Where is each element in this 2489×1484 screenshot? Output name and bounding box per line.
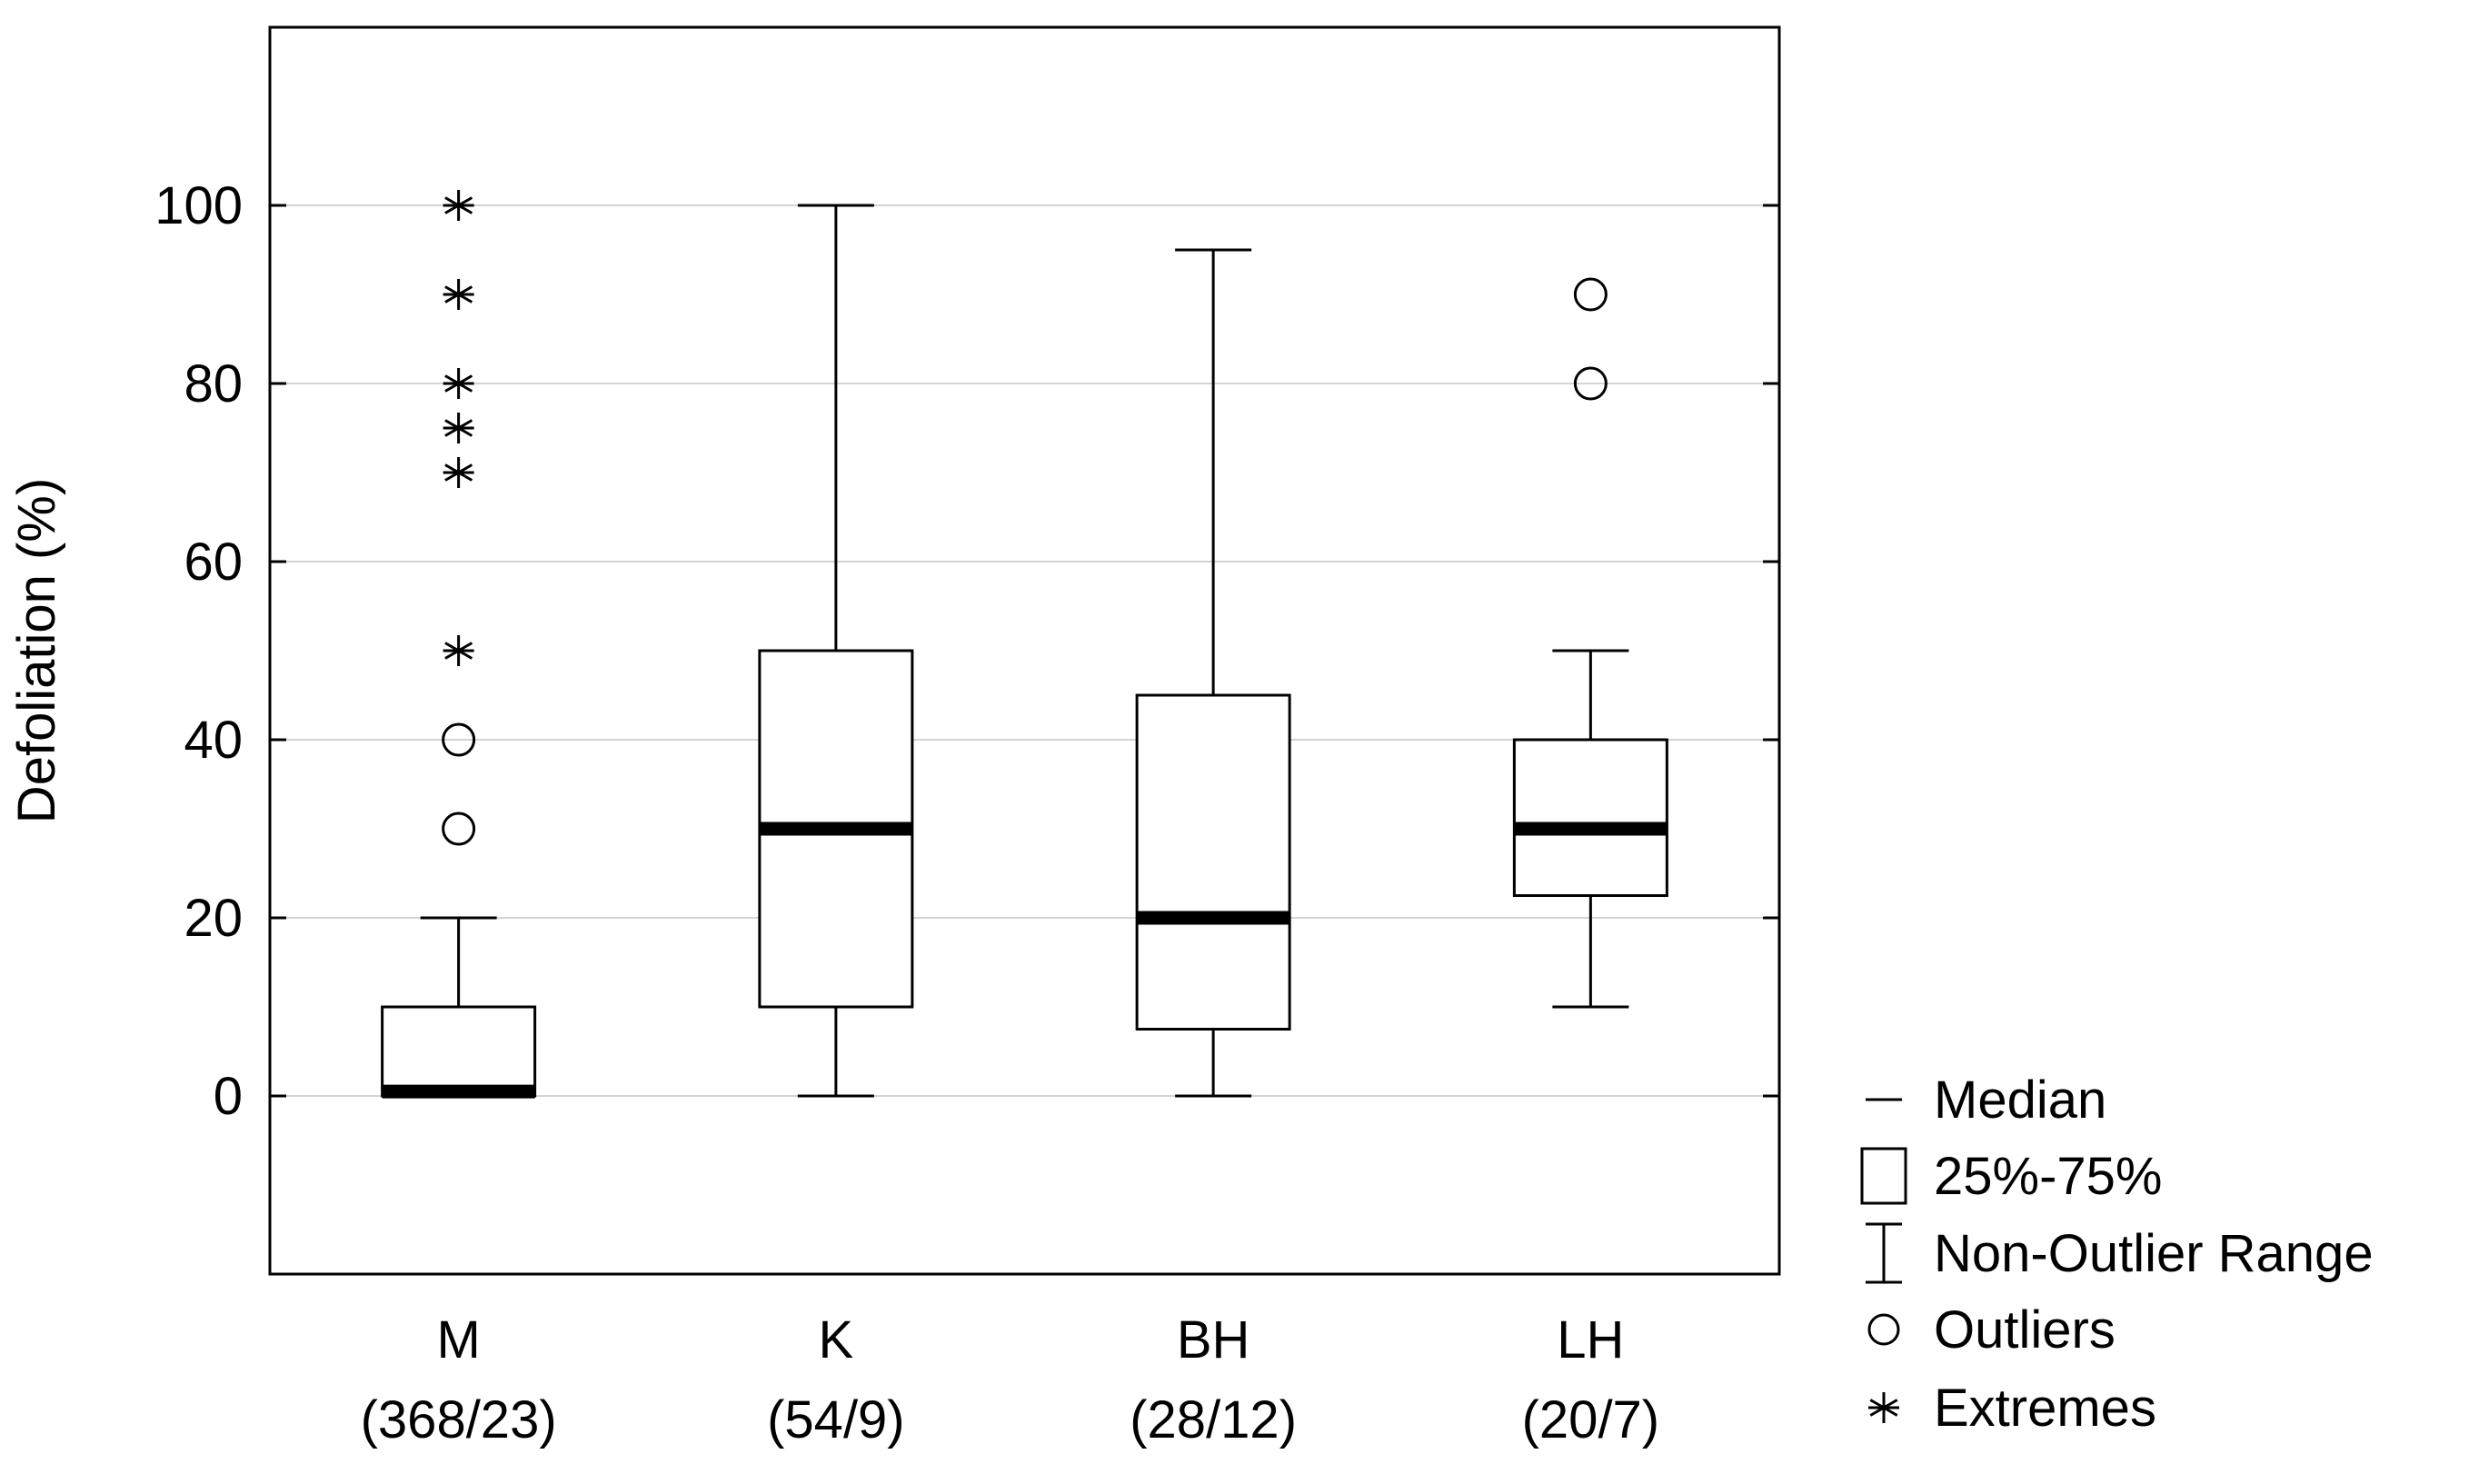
y-axis-label: Defoliation (%) — [7, 478, 66, 823]
category-sublabel: (54/9) — [767, 1390, 905, 1449]
iqr-box — [1512, 738, 1668, 897]
box-m — [381, 190, 537, 1099]
y-tick-label: 100 — [154, 176, 243, 235]
box-bh — [1135, 248, 1291, 1098]
y-tick-label: 20 — [184, 889, 243, 948]
extreme-point — [443, 190, 474, 221]
legend-label: 25%-75% — [1934, 1147, 2162, 1206]
outlier-point — [442, 812, 476, 846]
outlier-point — [1573, 277, 1608, 312]
category-label: LH — [1557, 1310, 1624, 1369]
extreme-point — [443, 368, 474, 399]
box-k — [758, 204, 914, 1098]
legend-box-swatch — [1860, 1147, 1907, 1205]
boxes — [381, 190, 1668, 1099]
legend-label: Outliers — [1934, 1300, 2116, 1360]
y-axis: 0 20 40 60 80 100 — [154, 176, 1779, 1126]
extreme-point — [443, 457, 474, 488]
category-label: K — [819, 1310, 854, 1369]
legend-item-range: Non-Outlier Range — [1866, 1222, 2374, 1284]
legend-item-outlier: Outliers — [1867, 1300, 2116, 1360]
box-lh — [1512, 277, 1668, 1009]
legend-item-extreme: Extremes — [1868, 1379, 2156, 1438]
y-tick-label: 80 — [184, 354, 243, 413]
x-axis: M (368/23) K (54/9) BH (28/12) LH (20/7) — [361, 1310, 1660, 1449]
extreme-point — [443, 279, 474, 310]
y-tick-label: 40 — [184, 711, 243, 770]
iqr-box — [1135, 693, 1291, 1031]
outlier-point — [1573, 366, 1608, 401]
y-tick-label: 60 — [184, 533, 243, 592]
outlier-point — [442, 722, 476, 757]
legend-item-median: Median — [1866, 1071, 2106, 1130]
extreme-point — [443, 635, 474, 666]
legend-label: Extremes — [1934, 1379, 2156, 1438]
iqr-box — [381, 1005, 537, 1098]
legend: Median 25%-75% Non-Outlier Range Outliers Ex… — [1860, 1071, 2374, 1438]
gridlines — [270, 204, 1779, 1097]
category-label: M — [436, 1310, 480, 1369]
legend-label: Median — [1934, 1071, 2106, 1130]
category-sublabel: (20/7) — [1522, 1390, 1660, 1449]
legend-item-box: 25%-75% — [1860, 1147, 2162, 1206]
legend-extreme-swatch — [1868, 1392, 1899, 1423]
legend-label: Non-Outlier Range — [1934, 1224, 2374, 1283]
category-sublabel: (368/23) — [361, 1390, 557, 1449]
category-sublabel: (28/12) — [1130, 1390, 1297, 1449]
extreme-point — [443, 413, 474, 443]
y-tick-label: 0 — [214, 1067, 243, 1126]
legend-outlier-swatch — [1867, 1313, 1900, 1346]
plot-frame — [268, 25, 1781, 1276]
category-label: BH — [1177, 1310, 1250, 1369]
